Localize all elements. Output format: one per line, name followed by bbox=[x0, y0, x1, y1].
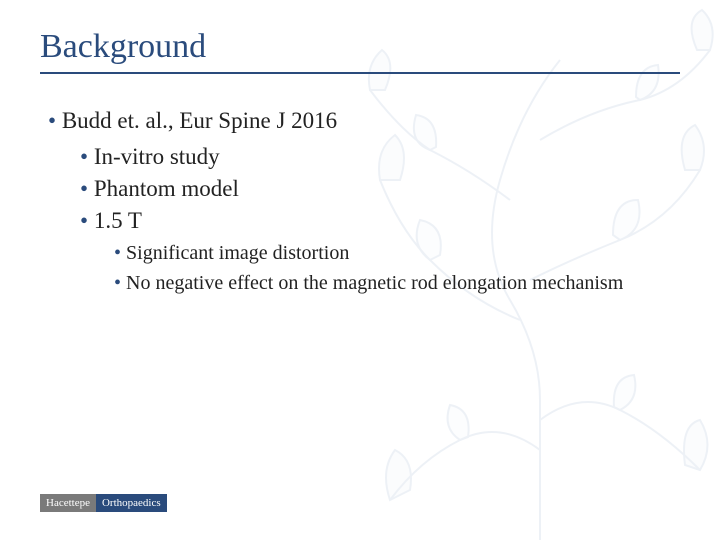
bullet-level2: • 1.5 T bbox=[80, 208, 680, 234]
bullet-level2: • Phantom model bbox=[80, 176, 680, 202]
bullet-text: No negative effect on the magnetic rod e… bbox=[126, 272, 623, 294]
bullet-level1: • Budd et. al., Eur Spine J 2016 bbox=[48, 108, 680, 134]
logo-left: Hacettepe bbox=[40, 494, 96, 512]
bullet-level3: • Significant image distortion bbox=[114, 240, 674, 266]
slide-content: Background • Budd et. al., Eur Spine J 2… bbox=[0, 0, 720, 296]
bullet-level3: • No negative effect on the magnetic rod… bbox=[114, 270, 674, 296]
footer-logo: Hacettepe Orthopaedics bbox=[40, 494, 167, 512]
logo-right: Orthopaedics bbox=[96, 494, 167, 512]
slide-title: Background bbox=[40, 28, 680, 66]
bullet-text: Phantom model bbox=[94, 176, 239, 201]
title-divider bbox=[40, 72, 680, 74]
bullet-text: 1.5 T bbox=[94, 208, 142, 233]
bullet-level2: • In-vitro study bbox=[80, 144, 680, 170]
bullet-text: Significant image distortion bbox=[126, 242, 349, 264]
bullet-text: In-vitro study bbox=[94, 144, 220, 169]
bullet-text: Budd et. al., Eur Spine J 2016 bbox=[62, 108, 337, 133]
